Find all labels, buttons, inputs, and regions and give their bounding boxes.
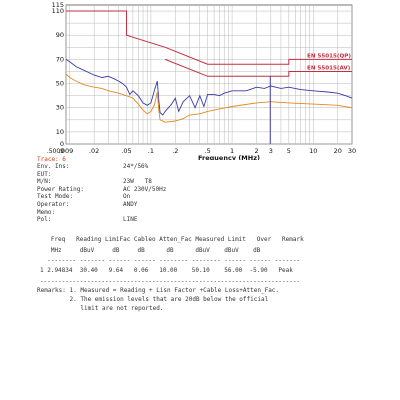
y-tick-label: 30	[56, 104, 64, 112]
info-label: Env. Ins:	[37, 163, 70, 170]
x-tick-label: .5	[205, 147, 211, 155]
x-tick-label: 10	[309, 147, 317, 155]
y-tick-label: 0	[60, 140, 64, 148]
y-tick-label: 90	[56, 31, 64, 39]
info-value: On	[123, 193, 131, 201]
x-tick-label: 5	[287, 147, 291, 155]
x-tick-label: .1	[148, 147, 154, 155]
info-value: AC 230V/50Hz	[123, 185, 167, 193]
x-tick-label: 30	[348, 147, 356, 155]
remark-line-1: Remarks: 1. Measured = Reading + Lisn Fa…	[37, 287, 280, 294]
limit-line-1	[66, 10, 352, 65]
table-row: 1 2.94834 30.40 9.64 0.06 10.00 50.10 56…	[40, 267, 293, 274]
info-label: M/N:	[37, 178, 52, 186]
x-tick-label: .02	[89, 147, 99, 155]
x-tick-label: 2	[254, 147, 258, 155]
info-label: Power Rating:	[37, 185, 84, 193]
info-value: 23W T8	[123, 178, 152, 186]
info-label: EUT:	[37, 170, 52, 178]
y-tick-label: 115	[52, 1, 64, 9]
limit-label-1: EN 55015(QP)	[307, 53, 351, 59]
table-divider-2: ----------------------------------------…	[40, 278, 301, 285]
info-label: Test Mode:	[37, 193, 74, 201]
remark-line-2: 2. The emission levels that are 20dB bel…	[37, 296, 269, 303]
x-tick-label: .05	[121, 147, 131, 155]
table-header-1: Freq Reading LimiFac Cableo Atten_Fac Me…	[40, 236, 304, 243]
info-label: Operator:	[37, 201, 70, 208]
corner-label: .5009	[47, 148, 64, 155]
y-tick-label: 70	[56, 55, 64, 63]
limit-line-2	[165, 58, 352, 77]
y-tick-label: 10	[56, 128, 64, 136]
x-axis-label: Frequency (MHz)	[198, 154, 260, 160]
y-tick-label: 110	[52, 7, 64, 15]
x-tick-label: 20	[334, 147, 342, 155]
info-value: ANDY	[123, 201, 138, 208]
info-value: LINE	[123, 216, 138, 224]
table-divider: -------- ------- ------ ------ -------- …	[40, 257, 301, 264]
table-header-2: MHz dBuV dB dB dB dBuV dBuV dB	[40, 247, 261, 254]
info-label: Pol:	[37, 216, 52, 224]
x-tick-label: 3	[269, 147, 273, 155]
emission-chart: EN 55015(QP) EN 55015(AV) .009 .02 .05 .1 .2.…	[0, 0, 400, 160]
info-value: 24*/56%	[123, 163, 149, 170]
series-line-2	[65, 73, 353, 123]
limit-label-2: EN 55015(AV)	[307, 65, 351, 71]
trace-label: Trace: 6	[37, 156, 66, 163]
plot-area	[65, 4, 353, 145]
x-tick-label: 1	[230, 147, 234, 155]
series-line-1	[65, 59, 353, 116]
remark-line-3: limit are not reported.	[37, 305, 164, 312]
y-tick-label: 50	[56, 80, 64, 88]
x-tick-label: .009	[59, 147, 73, 155]
x-tick-label: .2	[172, 147, 178, 155]
info-label: Memo:	[37, 208, 56, 216]
